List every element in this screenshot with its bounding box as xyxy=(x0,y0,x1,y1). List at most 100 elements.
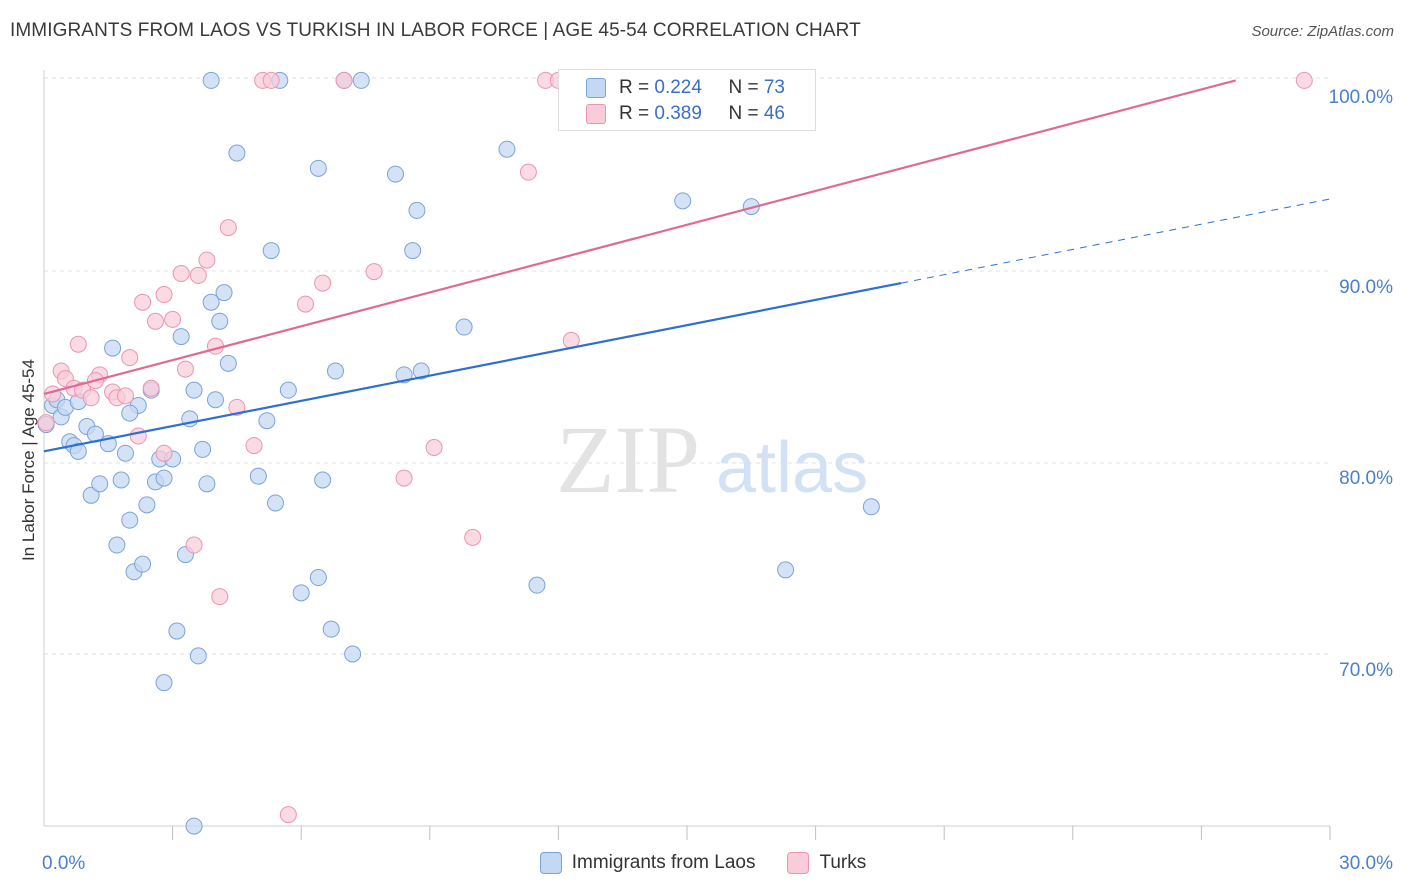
point-turks xyxy=(198,251,216,269)
point-laos xyxy=(266,494,284,512)
point-laos xyxy=(134,555,152,573)
point-turks xyxy=(279,806,297,824)
point-laos xyxy=(198,475,216,493)
point-laos xyxy=(408,201,426,219)
laos-swatch xyxy=(539,852,562,874)
y-tick-label: 70.0% xyxy=(1339,660,1393,681)
point-laos xyxy=(121,511,139,529)
y-tick-label: 80.0% xyxy=(1339,468,1393,489)
point-laos xyxy=(412,362,430,380)
point-turks xyxy=(164,310,182,328)
point-laos xyxy=(202,293,220,311)
point-laos xyxy=(279,381,297,399)
turks-swatch xyxy=(586,104,606,124)
legend-label-laos: Immigrants from Laos xyxy=(571,852,756,873)
point-laos xyxy=(258,412,276,430)
point-turks xyxy=(464,528,482,546)
point-laos xyxy=(528,576,546,594)
point-laos xyxy=(104,339,122,357)
point-laos xyxy=(185,817,203,835)
watermark-atlas: atlas xyxy=(716,428,868,508)
grid-lines xyxy=(44,77,1330,655)
point-laos xyxy=(262,242,280,260)
point-laos xyxy=(168,622,186,640)
point-turks xyxy=(134,293,152,311)
point-turks xyxy=(245,437,263,455)
x-tick-label: 30.0% xyxy=(1339,853,1393,874)
watermark-zip: ZIP xyxy=(556,406,700,513)
point-laos xyxy=(314,471,332,489)
stats-legend: R = 0.224 N = 73 R = 0.389 N = 46 xyxy=(558,69,816,131)
point-laos xyxy=(292,584,310,602)
point-laos xyxy=(674,192,692,210)
point-laos xyxy=(387,165,405,183)
r-label: R = xyxy=(619,77,655,98)
point-turks xyxy=(129,427,147,445)
chart-title: IMMIGRANTS FROM LAOS VS TURKISH IN LABOR… xyxy=(10,20,861,41)
point-turks xyxy=(155,286,173,304)
point-laos xyxy=(194,440,212,458)
point-laos xyxy=(249,467,267,485)
point-turks xyxy=(296,295,314,313)
axes xyxy=(43,70,1331,840)
point-laos xyxy=(862,498,880,516)
trend-lines xyxy=(43,79,1331,453)
turks-swatch xyxy=(787,852,810,874)
legend-item-turks[interactable]: Turks xyxy=(787,852,866,874)
point-laos xyxy=(185,381,203,399)
point-turks xyxy=(142,379,160,397)
point-laos xyxy=(309,159,327,177)
point-turks xyxy=(425,439,443,457)
point-turks xyxy=(206,337,224,355)
point-turks xyxy=(314,274,332,292)
point-laos xyxy=(155,469,173,487)
point-turks xyxy=(69,335,87,353)
point-turks xyxy=(262,71,280,89)
point-laos xyxy=(498,140,516,158)
point-turks xyxy=(219,219,237,237)
point-laos xyxy=(215,284,233,302)
data-points xyxy=(37,71,1313,835)
point-laos xyxy=(326,362,344,380)
chart-source: Source: ZipAtlas.com xyxy=(1251,23,1394,40)
point-turks xyxy=(146,312,164,330)
trend-line-turks xyxy=(43,79,1236,396)
point-laos xyxy=(91,475,109,493)
point-turks xyxy=(82,389,100,407)
point-laos xyxy=(211,312,229,330)
point-turks xyxy=(155,444,173,462)
point-laos xyxy=(82,486,100,504)
point-turks xyxy=(185,536,203,554)
point-turks xyxy=(37,414,55,432)
r-value-turks: 0.389 xyxy=(654,103,702,124)
point-turks xyxy=(365,263,383,281)
point-laos xyxy=(121,404,139,422)
point-laos xyxy=(352,71,370,89)
point-turks xyxy=(211,588,229,606)
n-value-turks: 46 xyxy=(763,103,785,124)
n-label: N = xyxy=(728,103,764,124)
point-laos xyxy=(228,144,246,162)
point-laos xyxy=(108,536,126,554)
point-turks xyxy=(1295,71,1313,89)
x-tick-label: 0.0% xyxy=(42,853,85,874)
point-laos xyxy=(206,391,224,409)
point-laos xyxy=(322,620,340,638)
n-label: N = xyxy=(728,77,764,98)
r-value-laos: 0.224 xyxy=(654,77,702,98)
trend-line-laos-extension xyxy=(901,198,1331,284)
series-legend: Immigrants from Laos Turks xyxy=(0,852,1406,874)
point-laos xyxy=(69,442,87,460)
point-turks xyxy=(189,266,207,284)
point-turks xyxy=(395,469,413,487)
point-turks xyxy=(121,349,139,367)
legend-item-laos[interactable]: Immigrants from Laos xyxy=(539,852,756,874)
point-laos xyxy=(202,71,220,89)
y-axis-label: In Labor Force | Age 45-54 xyxy=(19,359,38,561)
point-laos xyxy=(138,496,156,514)
point-laos xyxy=(219,354,237,372)
tick-labels: 70.0% 80.0% 90.0% 100.0% 0.0% 30.0% xyxy=(42,87,1393,874)
point-laos xyxy=(172,328,190,346)
n-value-laos: 73 xyxy=(763,77,785,98)
